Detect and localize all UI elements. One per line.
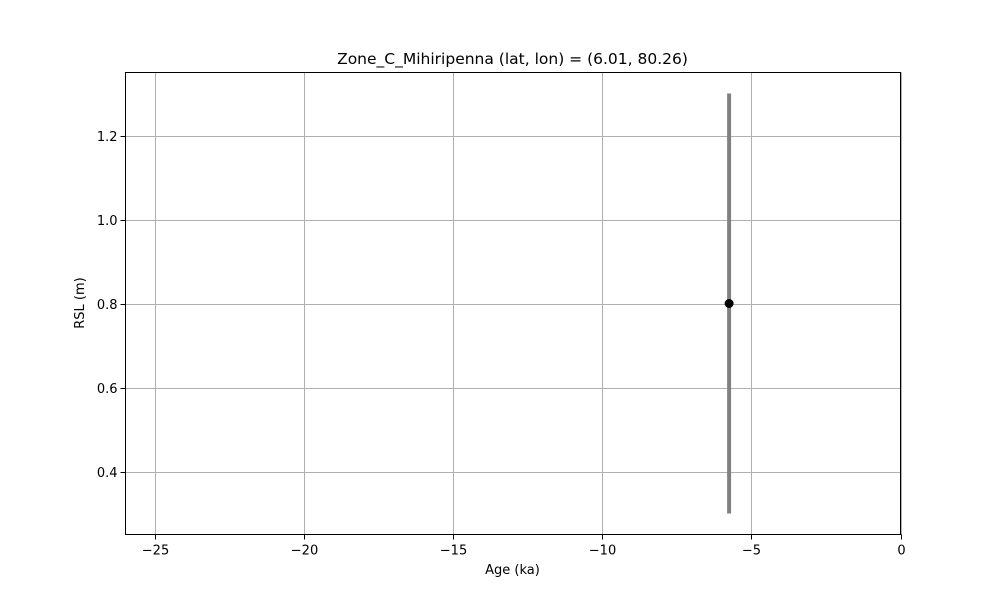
chart-title: Zone_C_Mihiripenna (lat, lon) = (6.01, 8… xyxy=(337,50,688,69)
x-axis-ticks: −25 −20 −15 −10 −5 0 xyxy=(142,534,906,559)
y-tick-label: 1.0 xyxy=(97,214,118,229)
x-tick-label: −10 xyxy=(589,544,616,559)
y-axis-label: RSL (m) xyxy=(73,277,88,328)
plot-frame xyxy=(125,72,901,535)
y-tick-label: 0.8 xyxy=(97,298,118,313)
x-tick-label: −15 xyxy=(440,544,467,559)
data-point xyxy=(724,299,734,308)
x-tick-label: 0 xyxy=(897,544,905,559)
y-axis-ticks: 0.4 0.6 0.8 1.0 1.2 xyxy=(97,130,126,481)
x-tick-label: −25 xyxy=(142,544,169,559)
data-series xyxy=(724,93,734,514)
y-tick-label: 0.4 xyxy=(97,466,118,481)
y-tick-label: 0.6 xyxy=(97,382,118,397)
x-axis-label: Age (ka) xyxy=(485,563,540,578)
y-tick-label: 1.2 xyxy=(97,130,118,145)
x-tick-label: −5 xyxy=(742,544,761,559)
x-tick-label: −20 xyxy=(291,544,318,559)
grid xyxy=(125,72,902,535)
